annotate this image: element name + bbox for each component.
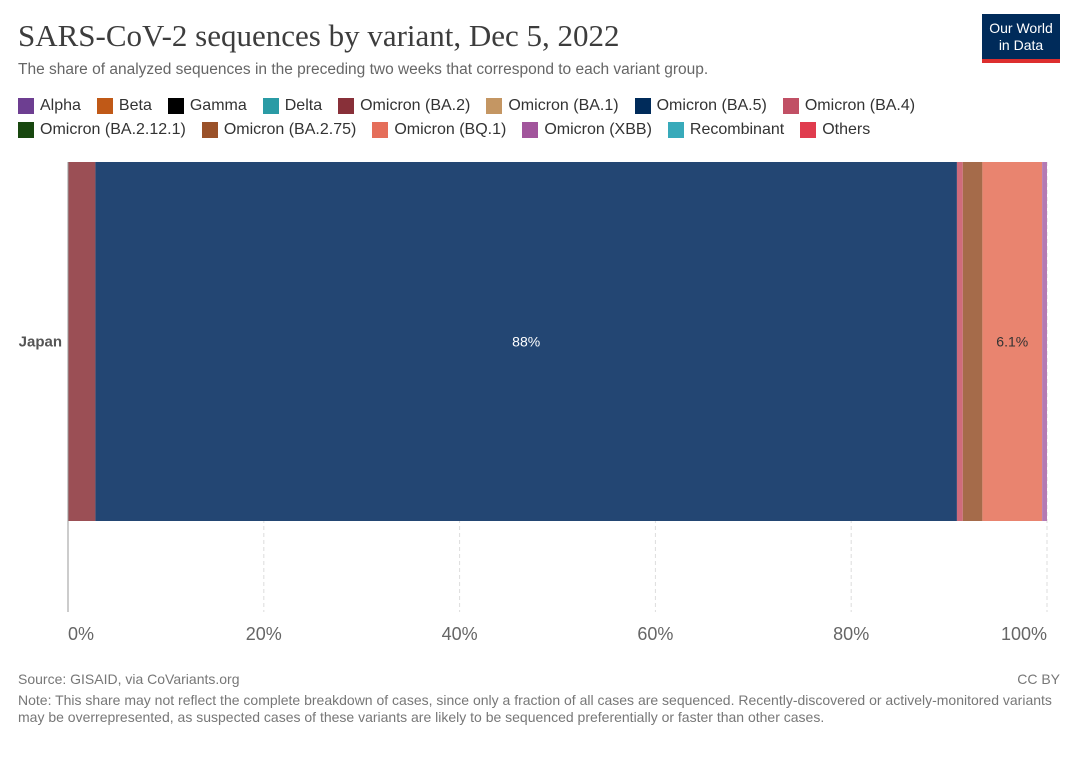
license-link[interactable]: CC BY [1017, 671, 1060, 687]
legend-label: Omicron (BA.2.12.1) [40, 121, 186, 138]
legend-item[interactable]: Omicron (BA.2.75) [201, 120, 357, 139]
legend-item[interactable]: Recombinant [667, 120, 785, 139]
legend-label: Delta [284, 97, 323, 114]
legend-swatch [634, 97, 651, 114]
legend-swatch [800, 121, 817, 138]
legend-swatch [522, 121, 539, 138]
legend-swatch [167, 97, 184, 114]
legend-item[interactable]: Omicron (BA.2) [338, 96, 470, 115]
legend-label: Omicron (BA.4) [804, 97, 916, 114]
legend-label: Omicron (BQ.1) [394, 121, 507, 138]
note-text: Note: This share may not reflect the com… [18, 692, 1052, 725]
legend: Alpha Beta Gamma Delta Omicron (BA.2) Omicron… [18, 96, 1068, 139]
legend-item[interactable]: Beta [96, 96, 152, 115]
x-tick-label: 20% [246, 624, 282, 644]
legend-swatch [18, 97, 34, 114]
data-label: 6.1% [996, 334, 1028, 350]
legend-item[interactable]: Omicron (BA.1) [486, 96, 619, 115]
legend-label: Omicron (BA.2) [360, 97, 471, 114]
legend-label: Alpha [40, 97, 81, 114]
logo-line-2: in Data [998, 37, 1044, 53]
legend-swatch [201, 121, 218, 138]
legend-item[interactable]: Omicron (BA.5) [634, 96, 767, 115]
legend-swatch [372, 121, 389, 138]
bar-segment [982, 162, 1043, 521]
legend-label: Omicron (XBB) [544, 121, 652, 138]
data-label: 88% [512, 334, 540, 350]
bar-segment [68, 162, 96, 521]
legend-item[interactable]: Omicron (BA.2.12.1) [18, 120, 186, 139]
bar-segment [1042, 162, 1047, 521]
legend-item[interactable]: Delta [262, 96, 323, 115]
legend-item[interactable]: Gamma [167, 96, 247, 115]
legend-swatch [18, 121, 34, 138]
legend-item[interactable]: Omicron (BQ.1) [372, 120, 506, 139]
legend-label: Gamma [189, 97, 247, 114]
x-tick-label: 80% [833, 624, 869, 644]
logo-line-1: Our World [989, 20, 1053, 36]
legend-swatch [338, 97, 355, 114]
legend-label: Omicron (BA.5) [656, 97, 767, 114]
legend-item[interactable]: Omicron (BA.4) [782, 96, 916, 115]
legend-swatch [486, 97, 503, 114]
legend-label: Beta [118, 97, 152, 114]
x-tick-label: 60% [637, 624, 673, 644]
legend-label: Omicron (BA.2.75) [223, 121, 357, 138]
legend-swatch [782, 97, 799, 114]
bar-segment [95, 162, 957, 521]
owid-logo[interactable]: Our World in Data [982, 14, 1060, 63]
bar-segment [956, 162, 963, 521]
bar-segment [962, 162, 983, 521]
stacked-bar-chart: 88% 6.1% Japan 0% 20% 40% 60% 80% 100% [19, 162, 1048, 644]
x-tick-label: 0% [68, 624, 94, 644]
legend-swatch [96, 97, 113, 114]
x-tick-label: 100% [1001, 624, 1047, 644]
legend-label: Omicron (BA.1) [508, 97, 619, 114]
chart-subtitle: The share of analyzed sequences in the p… [18, 61, 709, 78]
legend-swatch [667, 121, 684, 138]
legend-item[interactable]: Omicron (XBB) [522, 120, 652, 139]
legend-label: Recombinant [689, 121, 785, 138]
legend-item[interactable]: Alpha [18, 96, 81, 115]
legend-label: Others [822, 121, 871, 138]
legend-swatch [262, 97, 279, 114]
legend-item[interactable]: Others [800, 120, 870, 139]
chart-title: SARS-CoV-2 sequences by variant, Dec 5, … [18, 18, 620, 53]
source-text: Source: GISAID, via CoVariants.org [18, 671, 240, 687]
category-label: Japan [19, 334, 62, 351]
x-tick-label: 40% [442, 624, 478, 644]
